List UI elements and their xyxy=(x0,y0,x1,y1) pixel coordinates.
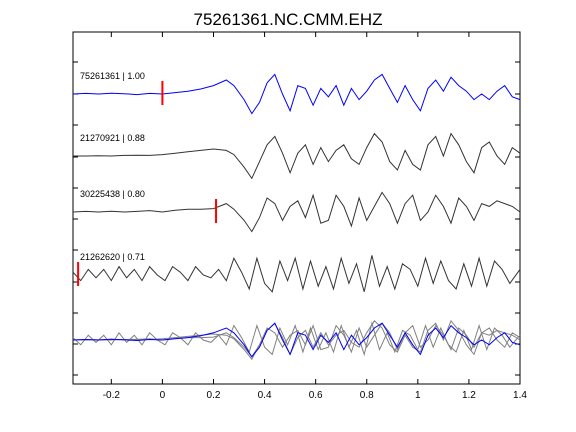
x-tick-label: 0 xyxy=(160,390,166,401)
trace-group: 75261361 | 1.00 21270921 | 0.88 30225438 |… xyxy=(72,71,521,293)
stack-line-75261361 xyxy=(72,322,521,358)
trace-line-21262620 xyxy=(72,255,521,293)
trace-label-75261361: 75261361 | 1.00 xyxy=(80,71,145,81)
x-tick-label: 1 xyxy=(415,390,421,401)
axes-frame xyxy=(72,31,521,385)
x-tick-label: 0.8 xyxy=(360,390,374,401)
trace-label-21270921: 21270921 | 0.88 xyxy=(80,133,145,143)
stack-line-21262620 xyxy=(72,321,521,357)
x-tick-label: 0.6 xyxy=(309,390,323,401)
trace-line-30225438 xyxy=(72,191,521,233)
x-tick-label: 0.4 xyxy=(258,390,272,401)
trace-line-75261361 xyxy=(72,73,521,115)
chart-title: 75261361.NC.CMM.EHZ xyxy=(194,10,383,29)
x-tick-label: 0.2 xyxy=(207,390,221,401)
x-tick-label: 1.4 xyxy=(513,390,527,401)
x-axis: -0.2 0 0.2 0.4 0.6 0.8 1 1.2 1.4 xyxy=(103,32,527,401)
stacked-traces xyxy=(72,319,521,361)
trace-line-21270921 xyxy=(73,132,521,180)
x-tick-label: 1.2 xyxy=(462,390,476,401)
trace-label-21262620: 21262620 | 0.71 xyxy=(80,252,145,262)
x-tick-label: -0.2 xyxy=(103,390,121,401)
trace-label-30225438: 30225438 | 0.80 xyxy=(80,189,145,199)
